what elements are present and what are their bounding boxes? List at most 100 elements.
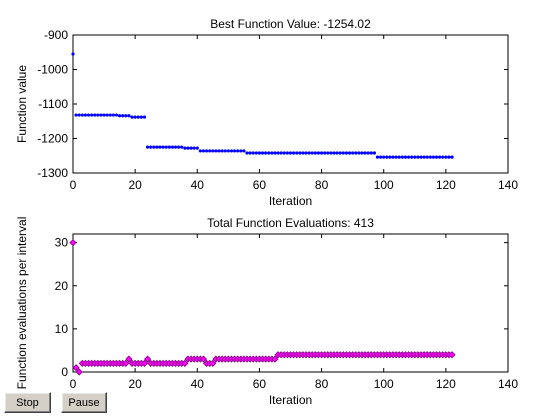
data-point bbox=[347, 151, 352, 155]
data-point bbox=[403, 155, 408, 159]
data-point bbox=[226, 149, 230, 153]
x-axis-label: Iteration bbox=[269, 194, 312, 208]
x-tick-label: 100 bbox=[374, 178, 394, 192]
data-point bbox=[239, 149, 243, 153]
chart-title: Best Function Value: -1254.02 bbox=[210, 17, 371, 31]
data-point bbox=[394, 155, 398, 159]
data-point bbox=[329, 151, 333, 155]
y-tick-label: 0 bbox=[61, 365, 68, 379]
data-point bbox=[149, 145, 153, 149]
data-point bbox=[125, 355, 133, 363]
data-point bbox=[83, 113, 88, 117]
data-point bbox=[127, 114, 131, 118]
data-point bbox=[74, 113, 78, 117]
x-tick-label: 20 bbox=[128, 178, 142, 192]
data-point bbox=[304, 151, 308, 155]
data-point bbox=[379, 155, 383, 159]
data-point bbox=[307, 151, 311, 155]
data-point bbox=[229, 149, 234, 153]
data-point bbox=[279, 151, 283, 155]
data-point bbox=[270, 151, 274, 155]
data-point bbox=[136, 115, 140, 119]
data-point bbox=[105, 113, 109, 117]
data-point bbox=[316, 151, 321, 155]
data-point bbox=[375, 155, 380, 159]
data-point bbox=[108, 113, 112, 117]
data-point bbox=[248, 151, 252, 155]
data-point bbox=[220, 149, 224, 153]
stop-button[interactable]: Stop bbox=[4, 392, 51, 413]
x-tick-label: 140 bbox=[498, 377, 518, 391]
data-point bbox=[271, 355, 279, 363]
data-point bbox=[428, 155, 432, 159]
data-point bbox=[183, 146, 187, 150]
data-point bbox=[419, 155, 423, 159]
x-tick-label: 40 bbox=[191, 178, 205, 192]
data-point bbox=[310, 151, 314, 155]
data-point bbox=[77, 113, 81, 117]
data-point bbox=[232, 149, 237, 153]
data-point bbox=[416, 155, 420, 159]
data-point bbox=[264, 151, 268, 155]
data-point bbox=[397, 155, 401, 159]
data-point bbox=[99, 113, 103, 117]
data-point bbox=[413, 155, 417, 159]
data-point bbox=[195, 146, 199, 150]
y-tick-label: -1200 bbox=[37, 132, 68, 146]
data-point bbox=[285, 151, 289, 155]
plot-area bbox=[72, 34, 509, 174]
data-point bbox=[425, 155, 429, 159]
data-point bbox=[111, 113, 115, 117]
data-point bbox=[158, 145, 162, 149]
data-point bbox=[181, 359, 189, 367]
chart-title: Total Function Evaluations: 413 bbox=[207, 216, 374, 230]
x-tick-label: 0 bbox=[70, 178, 77, 192]
x-tick-label: 60 bbox=[253, 377, 267, 391]
data-point bbox=[363, 151, 367, 155]
data-point bbox=[90, 113, 94, 117]
y-tick-label: 30 bbox=[55, 236, 69, 250]
data-point bbox=[344, 151, 349, 155]
data-point bbox=[257, 151, 262, 155]
data-point bbox=[431, 155, 436, 159]
plot-area bbox=[72, 233, 509, 373]
data-point bbox=[69, 239, 77, 247]
data-point bbox=[96, 113, 100, 117]
data-point bbox=[391, 155, 395, 159]
data-point bbox=[400, 155, 404, 159]
data-point bbox=[273, 151, 277, 155]
y-tick-label: -900 bbox=[44, 28, 68, 42]
data-point bbox=[288, 151, 293, 155]
data-point bbox=[422, 155, 426, 159]
data-point bbox=[217, 149, 221, 153]
data-point bbox=[447, 155, 451, 159]
data-point bbox=[313, 151, 317, 155]
data-point bbox=[354, 151, 358, 155]
data-point bbox=[161, 145, 165, 149]
data-point bbox=[186, 146, 190, 150]
data-point bbox=[124, 114, 128, 118]
data-point bbox=[130, 115, 134, 119]
data-point bbox=[366, 151, 370, 155]
chart-1: Best Function Value: -1254.02 Iteration Fu… bbox=[15, 17, 518, 208]
data-point bbox=[448, 351, 456, 359]
data-point bbox=[180, 145, 184, 149]
pause-button[interactable]: Pause bbox=[61, 392, 107, 413]
x-tick-label: 40 bbox=[191, 377, 205, 391]
data-point bbox=[205, 149, 209, 153]
x-tick-label: 120 bbox=[436, 377, 456, 391]
data-point bbox=[267, 151, 271, 155]
x-tick-label: 140 bbox=[498, 178, 518, 192]
data-point bbox=[450, 155, 454, 159]
data-point bbox=[121, 114, 125, 118]
data-point bbox=[164, 145, 168, 149]
data-point bbox=[199, 355, 208, 363]
data-point bbox=[236, 149, 240, 153]
data-point bbox=[80, 113, 84, 117]
data-point bbox=[140, 359, 149, 367]
data-point bbox=[72, 364, 80, 372]
data-point bbox=[323, 151, 327, 155]
data-point bbox=[173, 145, 178, 149]
data-point bbox=[245, 151, 249, 155]
